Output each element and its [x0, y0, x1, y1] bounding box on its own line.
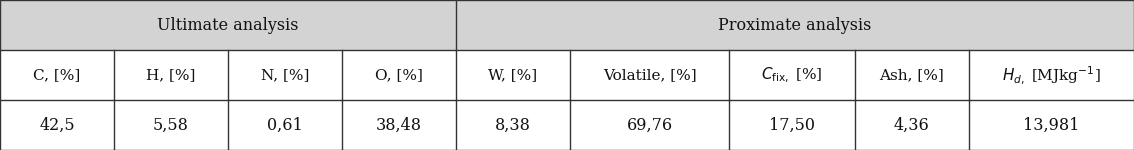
Bar	[0, 100, 1134, 150]
Text: C, [%]: C, [%]	[33, 68, 81, 82]
Text: Proximate analysis: Proximate analysis	[718, 17, 872, 34]
Text: 42,5: 42,5	[40, 117, 75, 134]
Bar	[0, 50, 1134, 100]
Text: 0,61: 0,61	[266, 117, 303, 134]
Text: O, [%]: O, [%]	[375, 68, 423, 82]
Text: $\mathit{C}_{\mathrm{fix,}}$ [%]: $\mathit{C}_{\mathrm{fix,}}$ [%]	[761, 66, 823, 85]
Text: N, [%]: N, [%]	[261, 68, 310, 82]
Bar	[456, 0, 1134, 50]
Text: W, [%]: W, [%]	[489, 68, 538, 82]
Text: 17,50: 17,50	[769, 117, 815, 134]
Text: H, [%]: H, [%]	[146, 68, 196, 82]
Text: Volatile, [%]: Volatile, [%]	[603, 68, 696, 82]
Text: $\mathit{H}_{d,}$ [MJkg$^{-1}$]: $\mathit{H}_{d,}$ [MJkg$^{-1}$]	[1002, 64, 1101, 86]
Text: 38,48: 38,48	[375, 117, 422, 134]
Text: 5,58: 5,58	[153, 117, 189, 134]
Text: 8,38: 8,38	[494, 117, 531, 134]
Bar	[0, 0, 456, 50]
Text: 4,36: 4,36	[894, 117, 930, 134]
Text: 13,981: 13,981	[1023, 117, 1080, 134]
Text: Ultimate analysis: Ultimate analysis	[158, 17, 298, 34]
Text: Ash, [%]: Ash, [%]	[879, 68, 945, 82]
Text: 69,76: 69,76	[627, 117, 672, 134]
